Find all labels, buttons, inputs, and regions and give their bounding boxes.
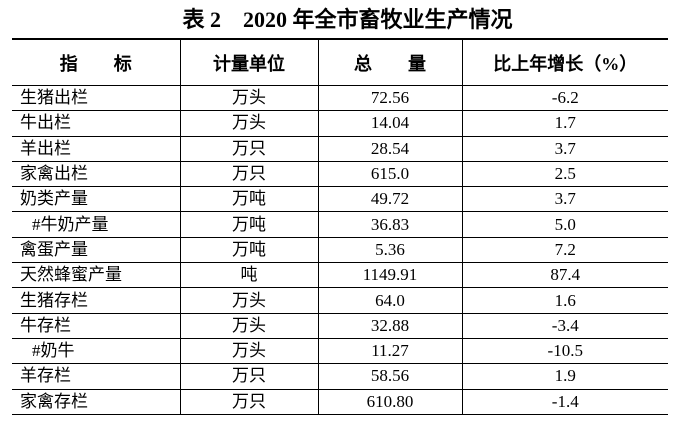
unit-cell: 万只 [179, 160, 318, 188]
unit-cell: 吨 [179, 262, 318, 289]
table-row: 奶类产量 万吨 49.72 3.7 [12, 186, 668, 213]
indicator-cell: 羊存栏 [12, 363, 180, 390]
total-cell: 72.56 [317, 84, 462, 112]
table-header: 指 标计量单位总 量比上年增长（%） [12, 38, 668, 86]
unit-cell: 万头 [179, 337, 318, 365]
table-body: 生猪出栏 万头 72.56 -6.2 牛出栏 万头 14.04 1.7 羊出栏 万只 28.54 3.… [12, 84, 668, 415]
growth-cell: 3.7 [461, 186, 668, 213]
unit-cell: 万头 [179, 84, 318, 112]
header-cell: 计量单位 [179, 38, 318, 86]
growth-cell: -3.4 [461, 312, 668, 339]
indicator-cell: 家禽出栏 [12, 160, 180, 188]
header-cell: 指 标 [12, 38, 180, 86]
growth-cell: 7.2 [461, 236, 668, 264]
total-cell: 28.54 [317, 135, 462, 162]
unit-cell: 万头 [179, 312, 318, 339]
growth-cell: 2.5 [461, 160, 668, 188]
table-row: 羊出栏 万只 28.54 3.7 [12, 135, 668, 162]
table-row: 天然蜂蜜产量吨 1149.91 87.4 [12, 262, 668, 289]
total-cell: 1149.91 [317, 262, 462, 289]
table-row: #牛奶产量 万吨 36.83 5.0 [12, 211, 668, 238]
indicator-cell: 生猪出栏 [12, 84, 180, 112]
indicator-cell: 羊出栏 [12, 135, 180, 162]
table-row: 禽蛋产量 万吨 5.36 7.2 [12, 236, 668, 264]
total-cell: 610.80 [317, 388, 462, 415]
indicator-cell: 牛出栏 [12, 110, 180, 137]
unit-cell: 万只 [179, 135, 318, 162]
total-cell: 64.0 [317, 287, 462, 314]
table-row: 家禽存栏 万只 610.80 -1.4 [12, 388, 668, 415]
indicator-cell: 牛存栏 [12, 312, 180, 339]
growth-cell: 5.0 [461, 211, 668, 238]
total-cell: 36.83 [317, 211, 462, 238]
growth-cell: 87.4 [461, 262, 668, 289]
unit-cell: 万吨 [179, 186, 318, 213]
header-row: 指 标计量单位总 量比上年增长（%） [12, 38, 668, 86]
unit-cell: 万吨 [179, 211, 318, 238]
total-cell: 58.56 [317, 363, 462, 390]
indicator-cell: 奶类产量 [12, 186, 180, 213]
growth-cell: 1.9 [461, 363, 668, 390]
data-table: 指 标计量单位总 量比上年增长（%） 生猪出栏 万头 72.56 -6.2 牛出栏 万头 1… [12, 38, 668, 415]
table-row: 牛存栏 万头 32.88 -3.4 [12, 312, 668, 339]
table-row: 羊存栏 万只 58.56 1.9 [12, 363, 668, 390]
growth-cell: -10.5 [461, 337, 668, 365]
growth-cell: -1.4 [461, 388, 668, 415]
total-cell: 11.27 [317, 337, 462, 365]
table-row: #奶牛 万头 11.27 -10.5 [12, 337, 668, 365]
unit-cell: 万吨 [179, 236, 318, 264]
table-row: 家禽出栏 万只 615.0 2.5 [12, 160, 668, 188]
total-cell: 615.0 [317, 160, 462, 188]
total-cell: 32.88 [317, 312, 462, 339]
unit-cell: 万头 [179, 287, 318, 314]
indicator-cell: #牛奶产量 [12, 211, 180, 238]
growth-cell: -6.2 [461, 84, 668, 112]
indicator-cell: #奶牛 [12, 337, 180, 365]
table-row: 生猪存栏 万头 64.0 1.6 [12, 287, 668, 314]
header-cell: 比上年增长（%） [461, 38, 668, 86]
indicator-cell: 天然蜂蜜产量 [12, 262, 180, 289]
table-row: 牛出栏 万头 14.04 1.7 [12, 110, 668, 137]
indicator-cell: 生猪存栏 [12, 287, 180, 314]
growth-cell: 1.6 [461, 287, 668, 314]
unit-cell: 万只 [179, 363, 318, 390]
growth-cell: 3.7 [461, 135, 668, 162]
unit-cell: 万只 [179, 388, 318, 415]
indicator-cell: 禽蛋产量 [12, 236, 180, 264]
header-cell: 总 量 [317, 38, 462, 86]
growth-cell: 1.7 [461, 110, 668, 137]
indicator-cell: 家禽存栏 [12, 388, 180, 415]
table-row: 生猪出栏 万头 72.56 -6.2 [12, 84, 668, 112]
total-cell: 5.36 [317, 236, 462, 264]
unit-cell: 万头 [179, 110, 318, 137]
total-cell: 14.04 [317, 110, 462, 137]
total-cell: 49.72 [317, 186, 462, 213]
table-title: 表 2 2020 年全市畜牧业生产情况 [182, 7, 513, 32]
